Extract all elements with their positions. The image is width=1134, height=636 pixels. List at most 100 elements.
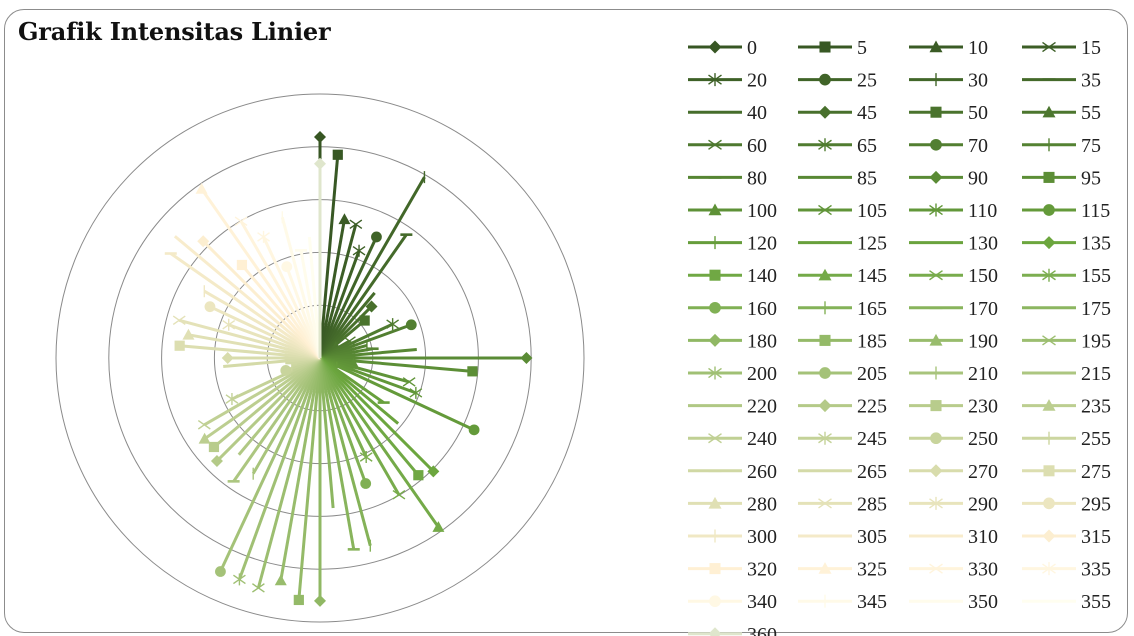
legend-label-35: 35 — [1081, 70, 1101, 92]
legend-marker-100 — [708, 203, 722, 216]
legend-marker-250 — [930, 432, 942, 445]
series-25 — [318, 231, 382, 359]
series-150 — [318, 357, 406, 500]
legend-item-350: 350 — [909, 591, 998, 613]
series-line-145 — [318, 357, 440, 528]
legend-label-135: 135 — [1081, 233, 1111, 255]
legend-label-15: 15 — [1081, 37, 1101, 59]
legend-label-10: 10 — [968, 37, 988, 59]
data-point-320 — [236, 259, 248, 271]
legend-marker-320 — [709, 563, 721, 575]
legend-label-325: 325 — [857, 559, 887, 581]
series-line-95 — [319, 356, 473, 373]
legend-label-245: 245 — [857, 428, 887, 450]
series-line-30 — [318, 176, 426, 359]
series-155 — [318, 357, 373, 464]
legend-item-275: 275 — [1022, 461, 1111, 483]
legend-label-170: 170 — [968, 298, 998, 320]
legend-item-100: 100 — [688, 200, 777, 222]
legend-label-50: 50 — [968, 102, 988, 124]
series-line-190 — [279, 357, 322, 581]
legend-label-25: 25 — [857, 70, 877, 92]
legend-item-215: 215 — [1022, 363, 1111, 385]
legend-label-100: 100 — [747, 200, 777, 222]
legend-item-5: 5 — [798, 37, 867, 59]
series-line-320 — [240, 264, 322, 359]
legend-label-60: 60 — [747, 135, 767, 157]
legend-marker-25 — [819, 73, 831, 86]
legend-label-265: 265 — [857, 461, 887, 483]
legend-marker-195 — [1042, 335, 1056, 346]
series-330 — [234, 216, 322, 359]
legend-item-35: 35 — [1022, 70, 1101, 92]
grid-ring-5 — [55, 93, 585, 623]
legend-marker-205 — [819, 367, 831, 379]
legend-label-220: 220 — [747, 396, 777, 418]
series-335 — [257, 230, 322, 359]
legend-label-125: 125 — [857, 233, 887, 255]
legend-item-40: 40 — [688, 102, 767, 124]
legend-item-0: 0 — [688, 37, 757, 59]
series-line-165 — [318, 357, 372, 547]
series-90 — [320, 352, 533, 364]
legend-label-40: 40 — [747, 102, 767, 124]
series-5 — [318, 149, 343, 359]
legend-label-225: 225 — [857, 396, 887, 418]
legend-marker-295 — [1043, 497, 1055, 510]
legend-marker-0 — [708, 40, 722, 54]
series-line-230 — [212, 356, 321, 449]
series-line-195 — [256, 357, 322, 589]
series-175 — [318, 357, 335, 509]
data-point-205 — [215, 566, 226, 577]
legend-item-280: 280 — [688, 493, 777, 515]
legend-marker-280 — [708, 496, 722, 509]
legend-marker-290 — [929, 496, 943, 510]
legend-marker-45 — [818, 105, 832, 119]
data-point-200 — [233, 573, 246, 586]
legend: 0 5 10 15 20 25 30 35 40 45 50 55 60 65 70 75 80 85 90 95 10… — [688, 37, 1111, 636]
legend-item-190: 190 — [909, 330, 998, 352]
series-240 — [197, 356, 321, 430]
series-line-285 — [178, 318, 321, 360]
series-line-140 — [318, 357, 420, 477]
series-275 — [174, 340, 321, 360]
legend-label-360: 360 — [747, 624, 777, 636]
data-point-245 — [225, 393, 239, 406]
series-line-150 — [318, 357, 401, 496]
legend-item-355: 355 — [1022, 591, 1111, 613]
series-230 — [208, 356, 321, 453]
data-point-280 — [182, 328, 195, 340]
chart-title: Grafik Intensitas Linier — [18, 17, 331, 46]
legend-item-125: 125 — [798, 233, 887, 255]
legend-label-0: 0 — [747, 37, 757, 59]
legend-label-255: 255 — [1081, 428, 1111, 450]
legend-marker-105 — [818, 204, 832, 216]
legend-item-155: 155 — [1022, 265, 1111, 287]
legend-label-80: 80 — [747, 167, 767, 189]
series-line-10 — [318, 219, 346, 359]
series-line-205 — [219, 357, 322, 573]
legend-item-320: 320 — [688, 559, 777, 581]
legend-item-325: 325 — [798, 559, 887, 581]
legend-marker-180 — [708, 333, 722, 347]
data-point-145 — [432, 521, 445, 532]
legend-label-250: 250 — [968, 428, 998, 450]
data-point-5 — [332, 149, 343, 160]
series-320 — [236, 259, 322, 359]
legend-marker-20 — [708, 73, 722, 87]
legend-label-285: 285 — [857, 493, 887, 515]
series-165 — [318, 357, 372, 552]
legend-label-260: 260 — [747, 461, 777, 483]
legend-item-255: 255 — [1022, 428, 1111, 450]
legend-marker-145 — [818, 268, 832, 281]
series-line-215 — [232, 357, 322, 483]
legend-item-285: 285 — [798, 493, 887, 515]
series-145 — [318, 357, 445, 532]
legend-marker-340 — [709, 595, 721, 608]
series-235 — [198, 356, 321, 444]
legend-item-305: 305 — [798, 526, 887, 548]
data-point-270 — [221, 352, 234, 364]
series-line-310 — [173, 235, 321, 360]
data-point-240 — [197, 420, 211, 430]
data-point-235 — [198, 432, 211, 444]
